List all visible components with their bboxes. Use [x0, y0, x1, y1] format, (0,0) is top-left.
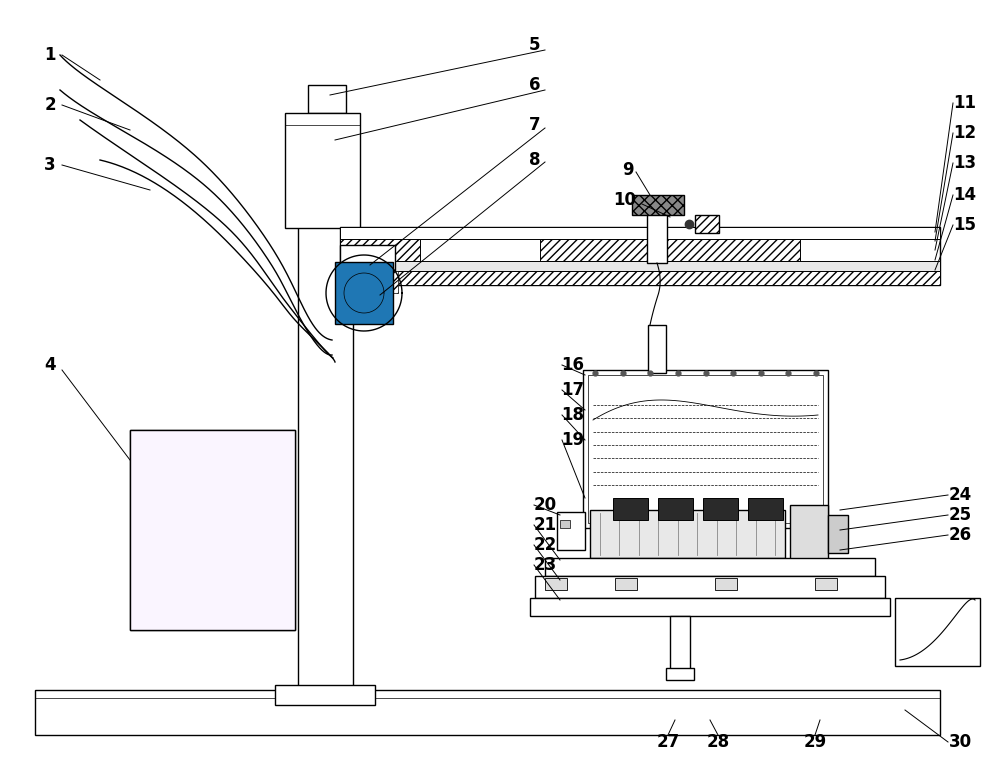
Text: 5: 5 — [529, 36, 541, 54]
Bar — [703, 498, 738, 520]
Bar — [658, 498, 693, 520]
Text: 23: 23 — [533, 556, 557, 574]
Bar — [583, 370, 828, 528]
Bar — [35, 690, 940, 735]
Bar — [647, 213, 667, 263]
Bar — [275, 685, 375, 705]
Text: 16: 16 — [562, 356, 584, 374]
Text: 21: 21 — [533, 516, 557, 534]
Bar — [335, 262, 393, 324]
Text: 25: 25 — [948, 506, 972, 524]
Bar — [308, 85, 346, 113]
Bar — [545, 578, 567, 590]
Bar — [545, 558, 875, 576]
Text: 27: 27 — [656, 733, 680, 751]
Bar — [557, 512, 585, 550]
Bar — [613, 498, 648, 520]
Bar — [828, 515, 848, 553]
Bar — [670, 616, 690, 671]
Bar — [340, 227, 940, 285]
Bar — [648, 325, 666, 373]
Bar — [790, 505, 828, 563]
Bar — [560, 520, 570, 528]
Text: 17: 17 — [561, 381, 585, 399]
Bar — [298, 130, 353, 695]
Text: 6: 6 — [529, 76, 541, 94]
Bar — [340, 271, 940, 285]
Bar — [632, 195, 684, 215]
Bar — [590, 510, 785, 558]
Bar — [285, 113, 360, 228]
Text: 15: 15 — [954, 216, 976, 234]
Text: 13: 13 — [953, 154, 977, 172]
Text: 8: 8 — [529, 151, 541, 169]
Bar — [815, 578, 837, 590]
Bar — [666, 668, 694, 680]
Text: 1: 1 — [44, 46, 56, 64]
Bar — [715, 578, 737, 590]
Text: 2: 2 — [44, 96, 56, 114]
Bar — [344, 271, 362, 293]
Text: 11: 11 — [954, 94, 976, 112]
Text: 28: 28 — [706, 733, 730, 751]
Text: 10: 10 — [614, 191, 637, 209]
Text: 19: 19 — [561, 431, 585, 449]
Bar — [130, 430, 295, 630]
Bar — [540, 239, 800, 261]
Text: 22: 22 — [533, 536, 557, 554]
Text: 14: 14 — [953, 186, 977, 204]
Bar — [530, 598, 890, 616]
Bar — [340, 261, 940, 271]
Text: 30: 30 — [948, 733, 972, 751]
Bar — [588, 375, 823, 523]
Bar — [130, 430, 295, 630]
Text: 18: 18 — [562, 406, 584, 424]
Text: 3: 3 — [44, 156, 56, 174]
Text: 20: 20 — [533, 496, 557, 514]
Bar — [380, 271, 398, 293]
Text: 29: 29 — [803, 733, 827, 751]
Bar — [340, 227, 940, 239]
Text: 24: 24 — [948, 486, 972, 504]
Bar — [748, 498, 783, 520]
Text: 9: 9 — [622, 161, 634, 179]
Text: 7: 7 — [529, 116, 541, 134]
Bar — [695, 215, 719, 233]
Text: 26: 26 — [948, 526, 972, 544]
Bar — [895, 598, 980, 666]
Bar — [340, 245, 395, 283]
Bar — [615, 578, 637, 590]
Bar — [535, 576, 885, 598]
Text: 4: 4 — [44, 356, 56, 374]
Bar — [340, 239, 420, 261]
Text: 12: 12 — [953, 124, 977, 142]
